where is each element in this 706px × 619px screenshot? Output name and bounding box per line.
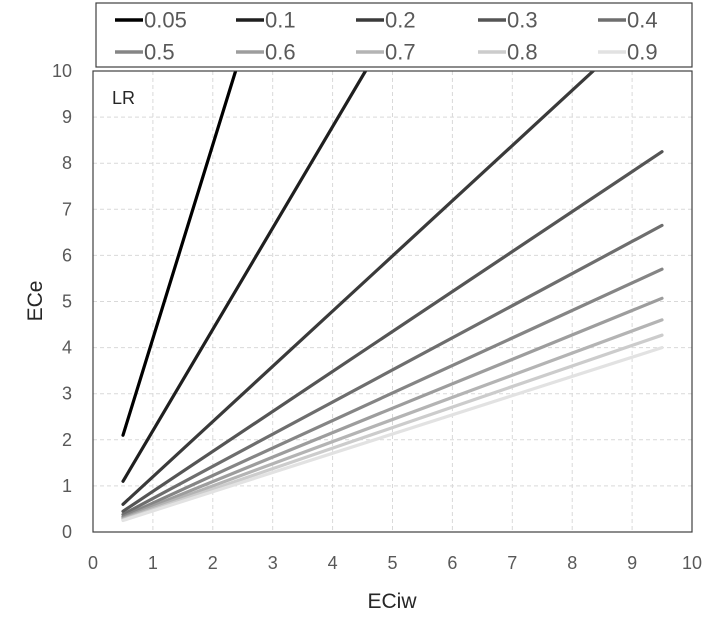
legend-box [95,2,693,68]
y-tick-label: 1 [62,476,72,496]
x-tick-labels: 0 1 2 3 4 5 6 7 8 9 10 [88,553,702,573]
y-tick-label: 4 [62,338,72,358]
x-tick-label: 6 [447,553,457,573]
x-tick-label: 5 [387,553,397,573]
legend-label: 0.5 [144,40,175,65]
plot-area-border [92,70,693,533]
legend-label: 0.7 [385,40,416,65]
y-axis-title: ECe [24,281,47,322]
y-tick-label: 9 [62,107,72,127]
y-tick-label: 3 [62,384,72,404]
legend-label: 0.1 [265,8,296,33]
x-tick-label: 2 [208,553,218,573]
legend-label: 0.3 [507,8,538,33]
x-tick-label: 9 [627,553,637,573]
y-tick-label: 8 [62,153,72,173]
grid [93,71,692,532]
legend-label: 0.05 [144,8,187,33]
legend-label: 0.2 [385,8,416,33]
y-tick-label: 6 [62,245,72,265]
y-tick-label: 5 [62,292,72,312]
x-tick-label: 4 [328,553,338,573]
x-tick-label: 10 [682,553,702,573]
x-tick-label: 1 [148,553,158,573]
series-line-0_05 [121,71,238,437]
legend-label: 0.4 [627,8,658,33]
y-tick-labels: 0 1 2 3 4 5 6 7 8 9 10 [52,61,72,542]
series-line-0_7 [121,318,664,521]
series-lines [121,71,664,523]
series-line-0_9 [121,346,664,523]
legend-label: 0.8 [507,40,538,65]
series-line-0_3 [121,150,664,513]
x-tick-label: 8 [567,553,577,573]
legend: 0.05 0.1 0.2 0.3 0.4 0.5 0.6 0.7 0.8 0.9 [115,8,658,65]
legend-label: 0.9 [627,40,658,65]
series-line-0_1 [121,71,368,483]
y-tick-label: 10 [52,61,72,81]
series-line-0_4 [121,223,664,517]
x-tick-label: 3 [268,553,278,573]
series-line-0_6 [121,296,664,520]
y-tick-label: 7 [62,199,72,219]
y-tick-label: 2 [62,430,72,450]
series-line-0_8 [121,333,664,522]
series-line-0_5 [121,267,664,519]
annotation-lr: LR [112,88,135,108]
legend-label: 0.6 [265,40,296,65]
x-tick-label: 0 [88,553,98,573]
series-line-0_2 [121,71,595,506]
y-tick-label: 0 [62,522,72,542]
x-axis-title: ECiw [367,590,417,613]
x-tick-label: 7 [507,553,517,573]
